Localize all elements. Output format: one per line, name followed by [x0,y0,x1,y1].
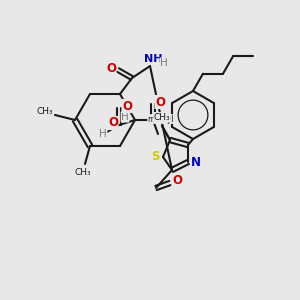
Text: CH₃: CH₃ [37,107,53,116]
Text: O: O [155,95,165,109]
Text: N: N [191,155,201,169]
Text: O: O [106,61,116,74]
Text: O: O [172,175,182,188]
Text: S: S [151,151,159,164]
Text: O: O [108,116,118,130]
Text: H: H [99,129,107,139]
Text: CH₃: CH₃ [154,112,170,122]
Text: NH: NH [144,54,162,64]
Text: methyl: methyl [148,115,174,124]
Text: H: H [121,112,129,122]
Text: CH₃: CH₃ [75,169,91,178]
Text: H: H [160,58,168,68]
Text: O: O [122,100,132,112]
